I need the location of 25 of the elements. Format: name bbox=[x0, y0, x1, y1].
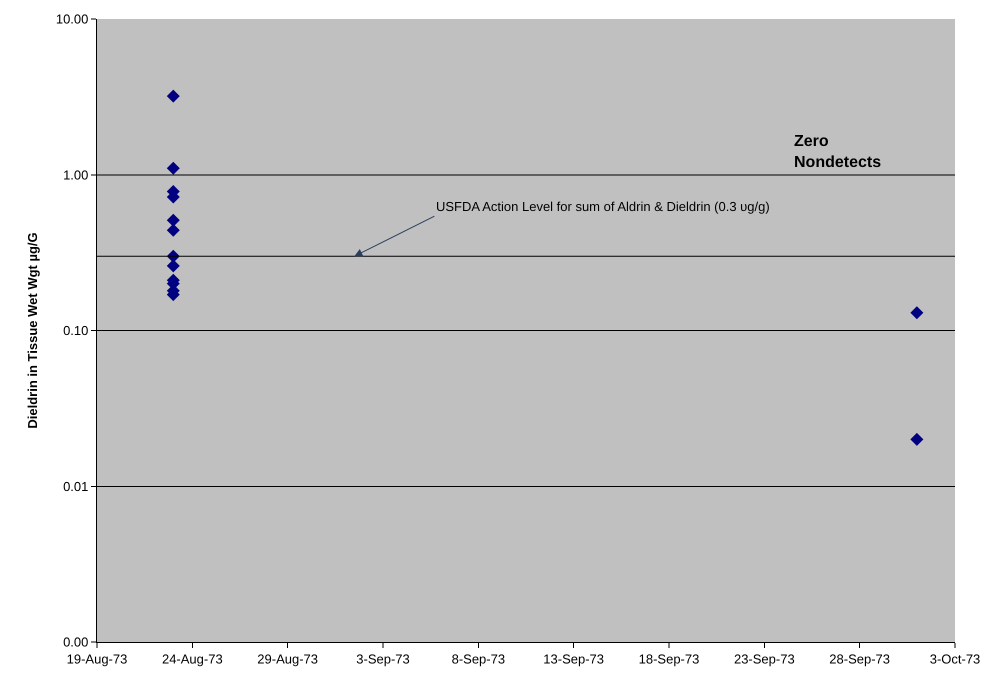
x-tick-label: 23-Sep-73 bbox=[734, 652, 795, 667]
annotation: Zero Nondetects bbox=[794, 133, 882, 171]
x-tick-label: 13-Sep-73 bbox=[543, 652, 604, 667]
x-tick-label: 19-Aug-73 bbox=[66, 652, 128, 667]
y-tick-label: 10.00 bbox=[56, 12, 88, 27]
y-tick-label: 0.01 bbox=[63, 478, 88, 494]
y-axis-title: Dieldrin in Tissue Wet Wgt µg/G bbox=[24, 232, 40, 429]
x-tick-label: 28-Sep-73 bbox=[829, 652, 890, 667]
point bbox=[166, 90, 180, 103]
point bbox=[166, 224, 180, 237]
x-tick-label: 8-Sep-73 bbox=[452, 652, 506, 667]
y-tick-label: 1.00 bbox=[63, 167, 88, 182]
x-tick-label: 18-Sep-73 bbox=[638, 652, 700, 667]
point bbox=[166, 162, 180, 175]
ref-line-label: USFDA Action Level for sum of Aldrin & Dieldrin (0.3 υg/g) bbox=[436, 199, 770, 214]
point bbox=[910, 432, 924, 446]
point bbox=[166, 259, 180, 272]
x-tick-label: 24-Aug-73 bbox=[162, 652, 223, 667]
point bbox=[166, 214, 180, 227]
x-tick-label: 29-Aug-73 bbox=[257, 652, 318, 667]
y-tick-label: 0.00 bbox=[63, 634, 88, 650]
x-tick-label: 3-Sep-73 bbox=[356, 652, 410, 667]
y-tick-label: 0.10 bbox=[63, 323, 88, 338]
point bbox=[910, 306, 924, 320]
x-tick-label: 3-Oct-73 bbox=[930, 652, 980, 667]
